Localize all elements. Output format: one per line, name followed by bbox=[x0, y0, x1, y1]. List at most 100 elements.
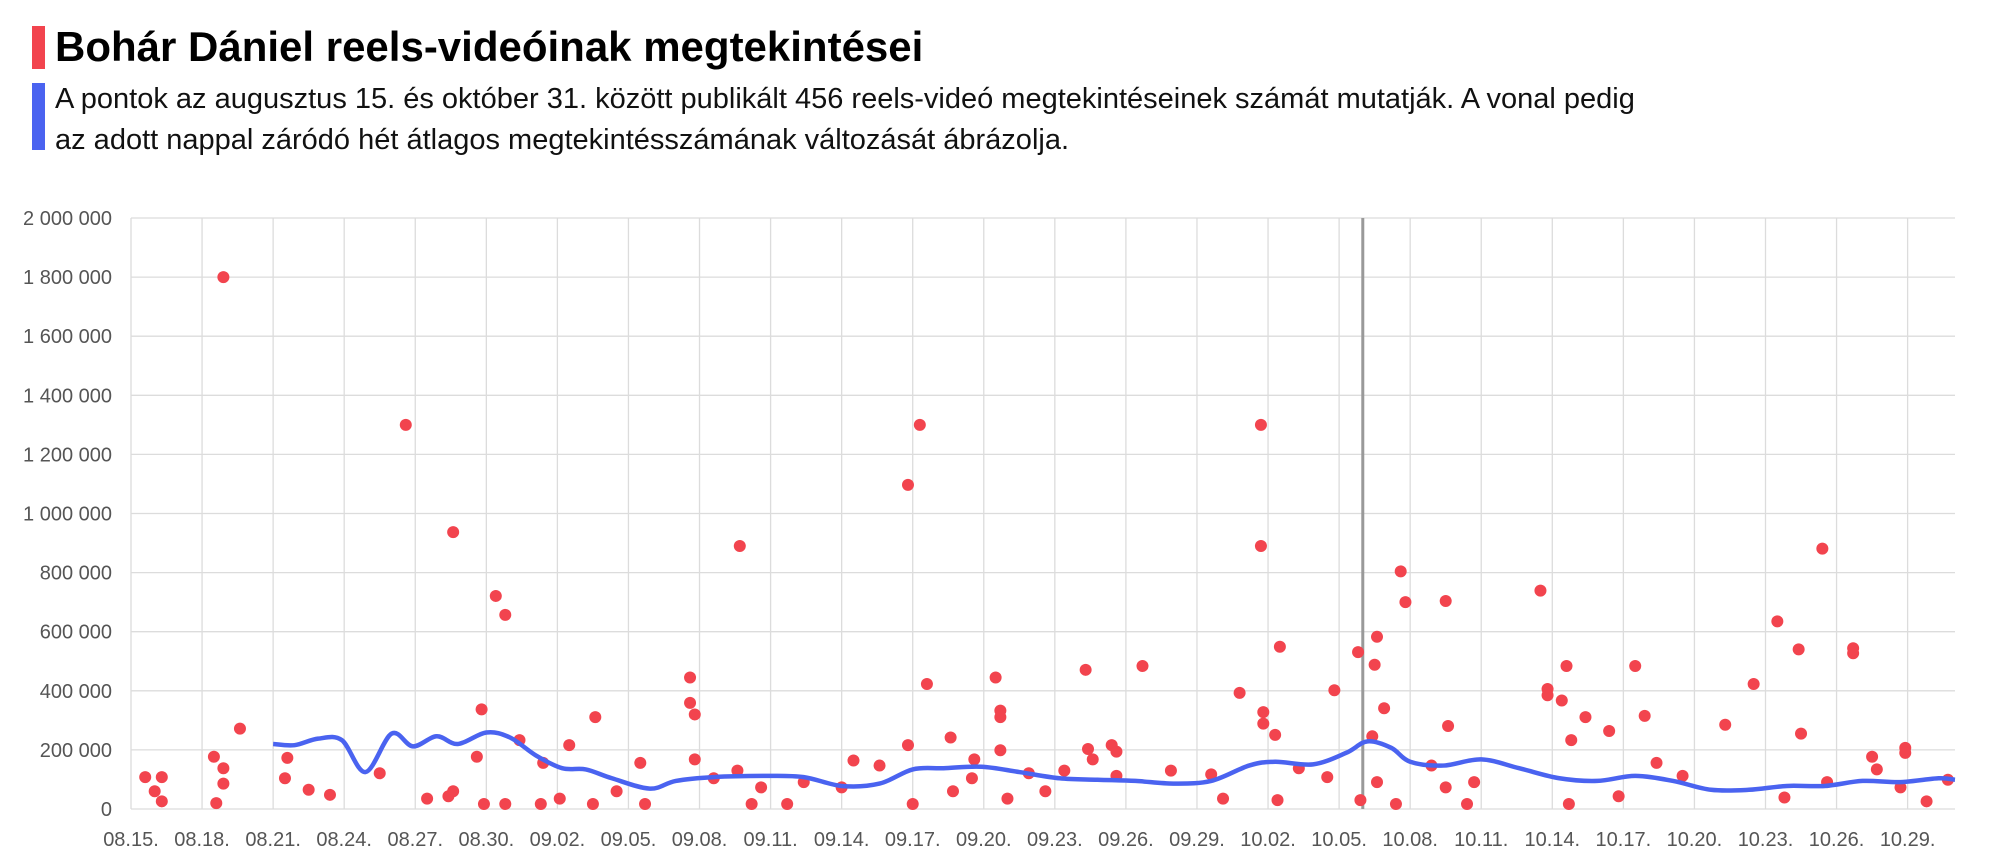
x-tick-label: 08.15. bbox=[103, 829, 159, 851]
x-tick-label: 08.18. bbox=[174, 829, 230, 851]
video-point bbox=[1676, 769, 1689, 782]
x-tick-label: 08.21. bbox=[245, 829, 301, 851]
x-tick-label: 10.23. bbox=[1738, 829, 1794, 851]
video-point bbox=[139, 771, 152, 784]
x-tick-label: 10.29. bbox=[1880, 829, 1936, 851]
video-point bbox=[1920, 795, 1933, 808]
video-point bbox=[586, 797, 599, 810]
y-tick-label: 1 000 000 bbox=[23, 504, 112, 526]
video-point bbox=[1638, 709, 1651, 722]
video-point bbox=[148, 785, 161, 798]
video-point bbox=[210, 797, 223, 810]
video-point bbox=[447, 785, 460, 798]
video-point bbox=[1371, 630, 1384, 643]
video-point bbox=[233, 722, 246, 735]
video-point bbox=[1747, 678, 1760, 691]
video-point bbox=[1816, 542, 1829, 555]
video-point bbox=[1894, 781, 1907, 794]
video-point bbox=[913, 418, 926, 431]
x-tick-label: 10.17. bbox=[1596, 829, 1652, 851]
video-point bbox=[499, 797, 512, 810]
video-point bbox=[155, 771, 168, 784]
video-point bbox=[1001, 792, 1014, 805]
video-point bbox=[965, 772, 978, 785]
video-point bbox=[278, 772, 291, 785]
video-point bbox=[155, 795, 168, 808]
video-point bbox=[1271, 794, 1284, 807]
video-point bbox=[1541, 689, 1554, 702]
x-tick-label: 08.30. bbox=[459, 829, 515, 851]
video-point bbox=[1771, 615, 1784, 628]
video-point bbox=[534, 797, 547, 810]
x-tick-label: 10.11. bbox=[1454, 829, 1508, 851]
video-point bbox=[1254, 540, 1267, 553]
video-point bbox=[1389, 797, 1402, 810]
y-tick-label: 1 600 000 bbox=[23, 326, 112, 348]
video-point bbox=[989, 671, 1002, 684]
video-point bbox=[1039, 785, 1052, 798]
x-tick-label: 09.11. bbox=[744, 829, 798, 851]
video-point bbox=[373, 767, 386, 780]
video-point bbox=[1439, 781, 1452, 794]
video-point bbox=[489, 589, 502, 602]
video-point bbox=[688, 708, 701, 721]
video-point bbox=[499, 608, 512, 621]
y-tick-label: 800 000 bbox=[40, 563, 112, 585]
video-point bbox=[1164, 764, 1177, 777]
x-tick-label: 10.08. bbox=[1382, 829, 1438, 851]
video-point bbox=[207, 750, 220, 763]
video-point bbox=[1233, 686, 1246, 699]
y-tick-label: 600 000 bbox=[40, 622, 112, 644]
video-point bbox=[1461, 797, 1474, 810]
video-point bbox=[1136, 659, 1149, 672]
x-tick-label: 10.14. bbox=[1524, 829, 1580, 851]
y-tick-label: 200 000 bbox=[40, 740, 112, 762]
video-point bbox=[1778, 791, 1791, 804]
video-point bbox=[1847, 647, 1860, 660]
video-point bbox=[1058, 764, 1071, 777]
y-tick-label: 400 000 bbox=[40, 681, 112, 703]
video-point bbox=[1082, 743, 1095, 756]
video-point bbox=[731, 764, 744, 777]
video-point bbox=[1560, 659, 1573, 672]
video-point bbox=[1371, 776, 1384, 789]
video-point bbox=[1866, 750, 1879, 763]
x-tick-label: 09.29. bbox=[1169, 829, 1225, 851]
video-point bbox=[688, 753, 701, 766]
chart-title: Bohár Dániel reels-videóinak megtekintés… bbox=[55, 23, 923, 70]
video-point bbox=[1792, 643, 1805, 656]
video-point bbox=[968, 753, 981, 766]
video-point bbox=[1468, 776, 1481, 789]
video-point bbox=[1565, 734, 1578, 747]
x-tick-label: 09.17. bbox=[885, 829, 941, 851]
video-point bbox=[745, 797, 758, 810]
video-point bbox=[1439, 594, 1452, 607]
video-point bbox=[1321, 771, 1334, 784]
title-accent bbox=[32, 26, 45, 69]
video-point bbox=[1870, 763, 1883, 776]
x-tick-label: 09.02. bbox=[530, 829, 586, 851]
x-tick-label: 09.23. bbox=[1027, 829, 1083, 851]
video-point bbox=[1555, 694, 1568, 707]
y-tick-label: 1 400 000 bbox=[23, 385, 112, 407]
video-point bbox=[1603, 724, 1616, 737]
video-point bbox=[1217, 792, 1230, 805]
video-point bbox=[1269, 728, 1282, 741]
video-point bbox=[1257, 717, 1270, 730]
video-point bbox=[1257, 706, 1270, 719]
video-point bbox=[1352, 646, 1365, 659]
video-point bbox=[920, 678, 933, 691]
video-point bbox=[755, 781, 768, 794]
video-point bbox=[421, 792, 434, 805]
video-point bbox=[944, 731, 957, 744]
video-point bbox=[1205, 768, 1218, 781]
video-point bbox=[1378, 702, 1391, 715]
video-point bbox=[1899, 746, 1912, 759]
video-point bbox=[901, 739, 914, 752]
x-tick-label: 09.26. bbox=[1098, 829, 1154, 851]
y-tick-label: 1 200 000 bbox=[23, 444, 112, 466]
video-point bbox=[1629, 659, 1642, 672]
video-point bbox=[302, 783, 315, 796]
video-point bbox=[906, 797, 919, 810]
video-point bbox=[217, 762, 230, 775]
